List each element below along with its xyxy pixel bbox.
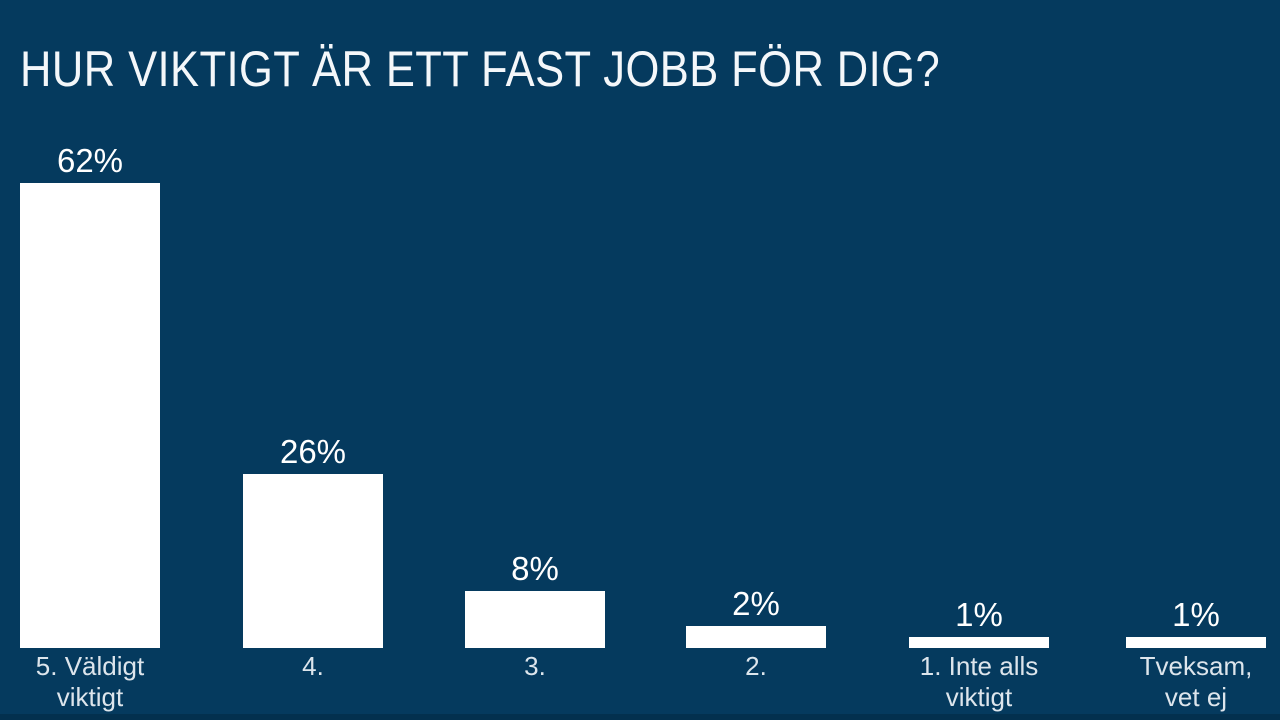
bar-category-label: 4.	[302, 651, 324, 681]
bar	[686, 626, 826, 648]
page-title: HUR VIKTIGT ÄR ETT FAST JOBB FÖR DIG?	[20, 41, 941, 97]
bar-value-label: 8%	[511, 550, 559, 587]
bar-value-label: 26%	[279, 433, 347, 470]
bottom-edge-strip	[0, 714, 1280, 720]
bar-value-label: 1%	[1172, 596, 1220, 633]
bar-value-label: 62%	[56, 142, 124, 179]
bar	[20, 183, 160, 648]
bar	[909, 637, 1049, 648]
bar-value-label: 2%	[732, 585, 780, 622]
bar-category-label: 5. Väldigt viktigt	[35, 651, 145, 712]
bar	[243, 474, 383, 648]
bar-group: 26% 4.	[203, 433, 423, 681]
bar-group: 1% Tveksam, vet ej	[1086, 596, 1280, 712]
bar-category-label: Tveksam, vet ej	[1139, 651, 1253, 712]
bar-category-label: 1. Inte alls viktigt	[919, 651, 1039, 712]
bar	[1126, 637, 1266, 648]
bar-group: 8% 3.	[425, 550, 645, 681]
bar-group: 1% 1. Inte alls viktigt	[869, 596, 1089, 712]
bar-category-label: 2.	[745, 651, 767, 681]
bar	[465, 591, 605, 648]
bar-category-label: 3.	[524, 651, 546, 681]
bar-group: 62% 5. Väldigt viktigt	[0, 142, 200, 712]
bar-value-label: 1%	[955, 596, 1003, 633]
bar-chart: 62% 5. Väldigt viktigt 26% 4. 8% 3. 2% 2. 1% 1. I…	[0, 142, 1280, 712]
bar-group: 2% 2.	[646, 585, 866, 681]
